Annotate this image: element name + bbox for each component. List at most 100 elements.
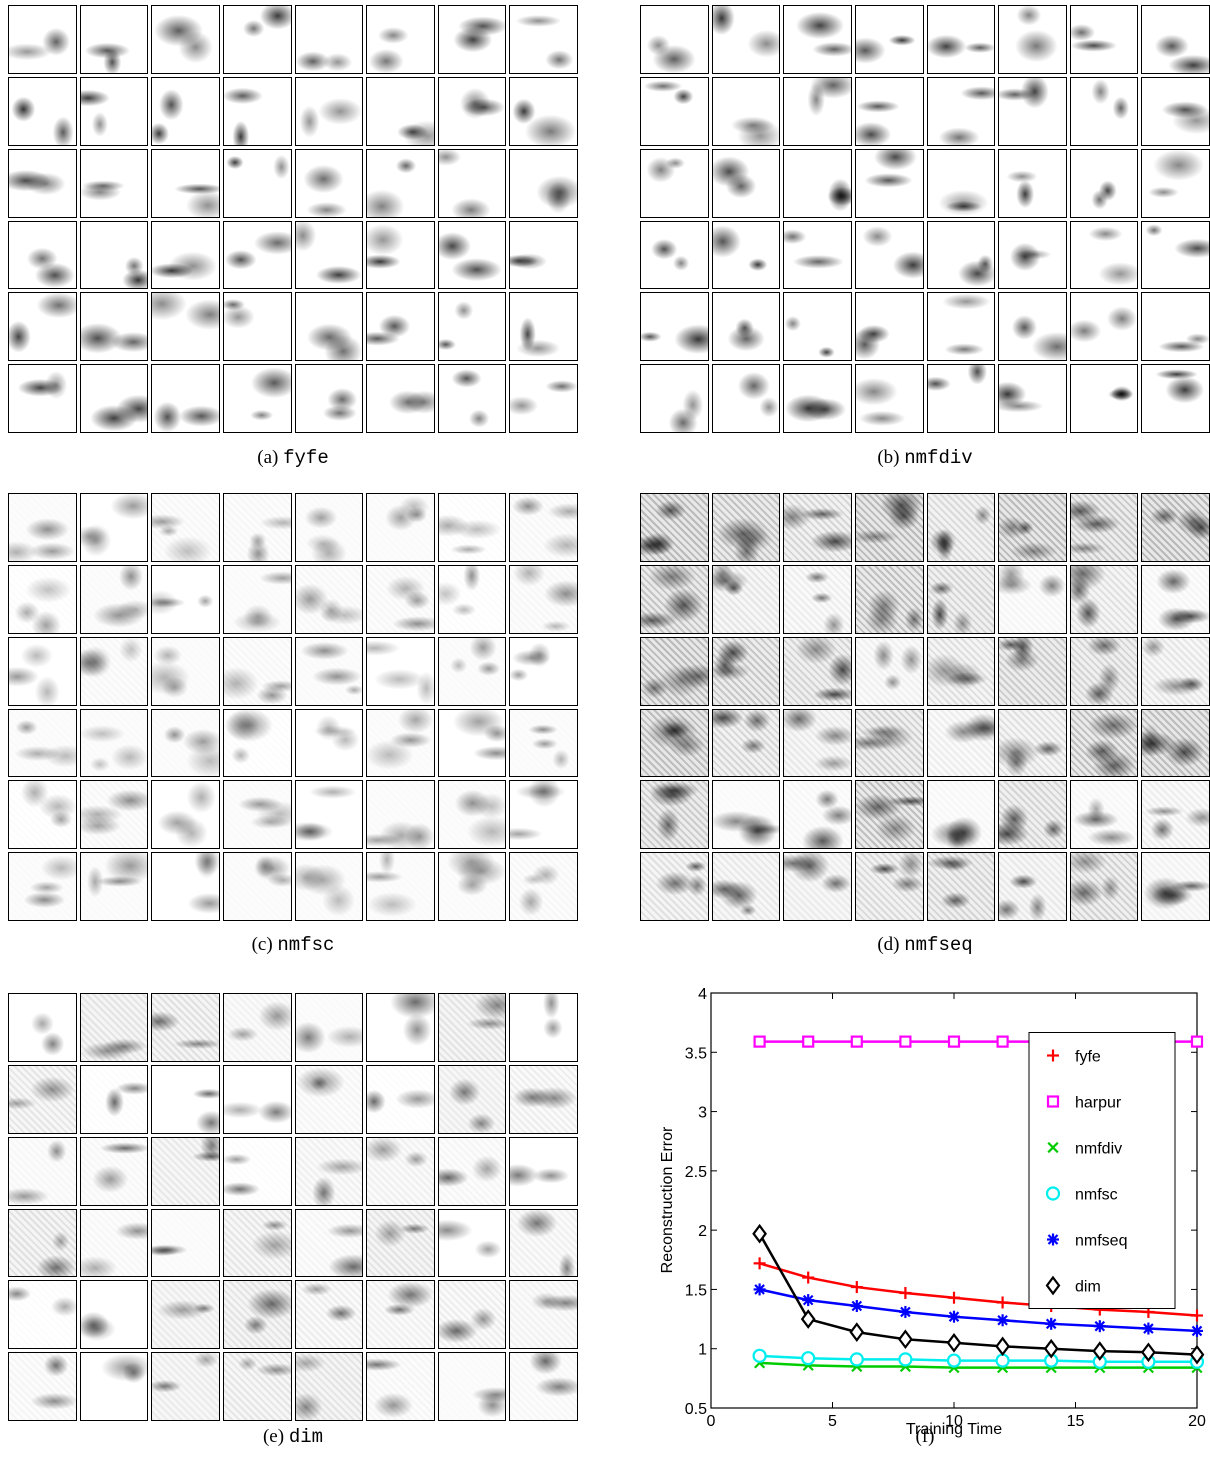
basis-image bbox=[640, 636, 709, 706]
basis-image bbox=[783, 780, 852, 850]
basis-image bbox=[222, 1280, 292, 1350]
marker bbox=[849, 1352, 864, 1367]
basis-image bbox=[1069, 564, 1139, 634]
basis-image bbox=[151, 5, 220, 74]
basis-image bbox=[711, 364, 781, 433]
basis-image bbox=[151, 780, 220, 850]
basis-image bbox=[783, 708, 852, 778]
legend-label: nmfseq bbox=[1075, 1233, 1127, 1250]
basis-image bbox=[8, 5, 77, 74]
basis-image bbox=[79, 636, 149, 706]
basis-image bbox=[294, 148, 364, 218]
basis-image bbox=[640, 364, 709, 433]
basis-image bbox=[366, 1064, 435, 1134]
caption: (a) fyfe bbox=[8, 447, 578, 469]
marker-stroke bbox=[754, 1284, 765, 1295]
marker bbox=[1191, 1309, 1203, 1322]
x-tick-label: 15 bbox=[1067, 1413, 1085, 1430]
basis-image bbox=[711, 780, 781, 850]
basis-image bbox=[8, 76, 77, 146]
basis-image bbox=[222, 493, 292, 562]
basis-image bbox=[926, 364, 996, 433]
basis-image bbox=[509, 993, 578, 1062]
basis-image bbox=[8, 1280, 77, 1350]
basis-image bbox=[151, 636, 220, 706]
basis-image bbox=[640, 220, 709, 290]
y-tick-label: 3.5 bbox=[685, 1045, 707, 1062]
marker-shape bbox=[800, 1309, 816, 1329]
marker-shape bbox=[1043, 1338, 1059, 1359]
basis-image bbox=[79, 76, 149, 146]
basis-image bbox=[640, 493, 709, 562]
basis-image bbox=[151, 364, 220, 433]
marker bbox=[801, 1351, 816, 1366]
marker bbox=[996, 1035, 1009, 1048]
basis-image bbox=[509, 5, 578, 74]
basis-image bbox=[998, 220, 1067, 290]
basis-image bbox=[854, 493, 924, 562]
basis-image bbox=[854, 852, 924, 921]
marker bbox=[1045, 1275, 1061, 1296]
marker bbox=[946, 1353, 962, 1368]
marker-shape bbox=[1190, 1035, 1204, 1048]
basis-image bbox=[151, 1280, 220, 1350]
basis-image bbox=[294, 1136, 364, 1206]
marker bbox=[1141, 1342, 1156, 1363]
basis-image bbox=[222, 993, 292, 1062]
marker bbox=[898, 1352, 913, 1367]
basis-image bbox=[854, 292, 924, 362]
marker bbox=[995, 1353, 1010, 1368]
basis-image bbox=[8, 1064, 77, 1134]
basis-image bbox=[79, 564, 149, 634]
basis-image bbox=[79, 292, 149, 362]
basis-image bbox=[366, 1280, 435, 1350]
caption-code: nmfsc bbox=[277, 934, 335, 956]
basis-image bbox=[509, 852, 578, 921]
basis-image bbox=[366, 220, 435, 290]
basis-image bbox=[1141, 220, 1210, 290]
y-tick-label: 2 bbox=[698, 1223, 707, 1240]
x-axis-label: Training Time bbox=[906, 1421, 1002, 1438]
basis-image bbox=[437, 1064, 507, 1134]
basis-image bbox=[1141, 780, 1210, 850]
basis-image bbox=[998, 493, 1067, 562]
marker bbox=[899, 1035, 912, 1048]
basis-image bbox=[294, 220, 364, 290]
basis-image bbox=[1069, 636, 1139, 706]
marker-shape bbox=[946, 1332, 962, 1353]
marker-shape bbox=[850, 1035, 863, 1048]
basis-image bbox=[8, 1208, 77, 1278]
basis-image bbox=[437, 564, 507, 634]
basis-image bbox=[437, 708, 507, 778]
marker bbox=[1043, 1338, 1059, 1359]
marker-shape bbox=[1046, 1095, 1060, 1108]
marker bbox=[1045, 1186, 1061, 1201]
basis-grid bbox=[8, 993, 578, 1421]
basis-image bbox=[79, 780, 149, 850]
marker bbox=[1045, 1317, 1058, 1330]
caption-code: nmfseq bbox=[904, 934, 973, 956]
basis-image bbox=[998, 148, 1067, 218]
basis-image bbox=[1141, 76, 1210, 146]
basis-image bbox=[294, 1280, 364, 1350]
basis-image bbox=[854, 636, 924, 706]
marker-shape bbox=[995, 1353, 1010, 1368]
basis-image bbox=[1141, 493, 1210, 562]
basis-image bbox=[79, 5, 149, 74]
basis-image bbox=[783, 148, 852, 218]
basis-image bbox=[222, 292, 292, 362]
basis-image bbox=[151, 220, 220, 290]
caption: (f) bbox=[640, 1426, 1210, 1448]
series-line bbox=[759, 1288, 1197, 1333]
basis-image bbox=[151, 1352, 220, 1421]
marker-shape bbox=[946, 1353, 962, 1368]
basis-image bbox=[509, 493, 578, 562]
basis-grid bbox=[640, 493, 1210, 921]
x-tick-label: 20 bbox=[1188, 1413, 1206, 1430]
marker-shape bbox=[898, 1329, 913, 1350]
basis-image bbox=[366, 148, 435, 218]
basis-image bbox=[1141, 636, 1210, 706]
marker bbox=[753, 1035, 766, 1048]
y-tick-label: 1 bbox=[698, 1342, 707, 1359]
basis-image bbox=[294, 76, 364, 146]
